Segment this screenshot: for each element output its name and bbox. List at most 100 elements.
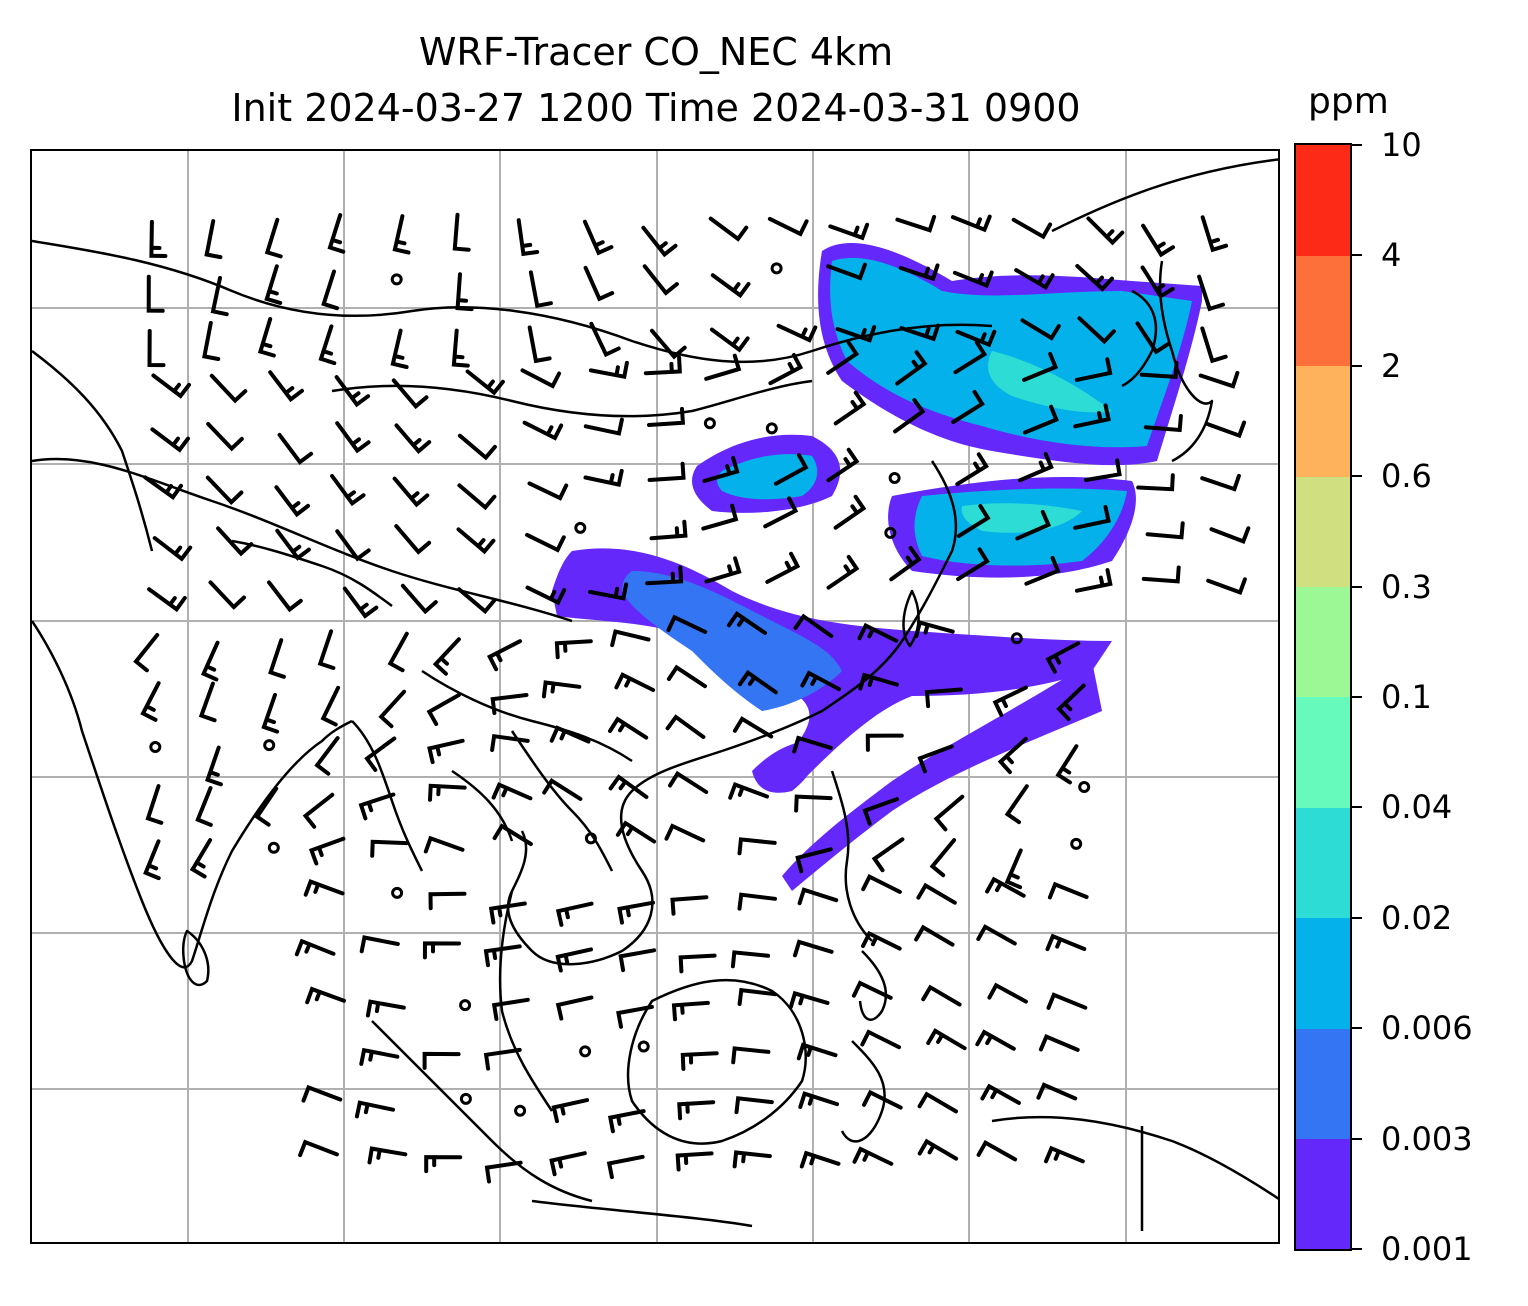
- wind-barb: [797, 887, 839, 906]
- calm-wind-markers: [149, 262, 1091, 1117]
- wind-barb: [857, 622, 899, 643]
- colorbar-tick-mark: [1352, 916, 1362, 919]
- wind-barb: [737, 837, 777, 856]
- wind-barb: [1004, 784, 1029, 825]
- colorbar-tick-label: 10: [1381, 126, 1422, 164]
- colorbar-tick-label: 0.006: [1381, 1009, 1473, 1048]
- wind-barb: [951, 390, 985, 424]
- wind-barb: [800, 670, 841, 692]
- wind-barb: [335, 529, 371, 562]
- wind-barb: [152, 536, 193, 562]
- wind-barb: [1022, 352, 1059, 382]
- wind-barb: [1014, 268, 1055, 291]
- wind-barb: [678, 953, 717, 974]
- wind-barb: [452, 212, 471, 252]
- wind-barb: [924, 687, 963, 709]
- calm-wind-marker: [1070, 837, 1083, 850]
- wind-barb: [1045, 933, 1087, 952]
- wind-barb: [583, 265, 615, 302]
- tracer-plume-streamer: [782, 661, 1102, 891]
- tracer-plume-central-core: [717, 454, 818, 500]
- wind-barb: [465, 369, 505, 396]
- wind-barb: [796, 1042, 838, 1061]
- wind-barb: [484, 1160, 523, 1184]
- wind-barb: [267, 580, 303, 613]
- wind-barb: [491, 782, 533, 801]
- wind-barb: [1206, 577, 1247, 595]
- wind-barb: [143, 839, 161, 881]
- calm-wind-marker: [584, 832, 597, 845]
- map-subtitle: Init 2024-03-27 1200 Time 2024-03-31 090…: [231, 86, 1081, 130]
- wind-barb: [133, 633, 160, 673]
- wind-barb: [895, 214, 937, 233]
- wind-barb: [216, 526, 254, 557]
- wind-barb: [308, 836, 346, 866]
- wind-barb: [826, 262, 867, 281]
- wind-barb: [1084, 458, 1122, 482]
- wind-barb: [1145, 521, 1185, 540]
- wind-barb: [833, 390, 867, 426]
- wind-barb: [1022, 404, 1059, 435]
- wind-barb: [424, 1155, 463, 1174]
- colorbar-segment: [1296, 807, 1350, 919]
- wind-barb: [387, 631, 409, 673]
- wind-barb: [1075, 264, 1114, 292]
- wind-barb: [737, 987, 777, 1006]
- wind-barb: [392, 214, 411, 255]
- wind-barb: [147, 587, 187, 613]
- wind-barb: [976, 1139, 1018, 1162]
- wind-barb: [1140, 265, 1175, 300]
- coastline-northeast-asia: [1051, 158, 1278, 233]
- wind-barb: [865, 733, 904, 752]
- wind-barb: [914, 620, 955, 639]
- colorbar-tick-label: 0.3: [1381, 567, 1432, 606]
- wind-barb: [457, 587, 497, 615]
- wind-barb: [1056, 683, 1086, 722]
- wind-barb: [670, 895, 709, 916]
- wind-barb: [457, 433, 497, 461]
- wind-barb: [952, 270, 994, 289]
- wind-barb: [583, 468, 624, 487]
- wind-barb: [992, 685, 1028, 717]
- wind-barb: [708, 216, 749, 242]
- wind-barb: [617, 900, 655, 925]
- wind-barb: [451, 328, 470, 368]
- wind-barb: [1036, 1082, 1078, 1101]
- calm-wind-marker: [514, 1104, 527, 1117]
- border-laos-vietnam: [510, 730, 614, 872]
- coastline-sumatra: [371, 1020, 593, 1203]
- coastline-taiwan: [902, 589, 920, 648]
- wind-barb: [704, 353, 742, 381]
- wind-barb: [520, 368, 562, 389]
- tracer-plume-northeast-high: [988, 351, 1112, 413]
- wind-barb: [145, 784, 164, 825]
- wind-barb: [483, 1047, 522, 1071]
- wind-barb: [321, 269, 339, 311]
- wind-barb: [149, 219, 168, 258]
- calm-wind-marker: [267, 841, 280, 854]
- co-tracer-plumes: [552, 242, 1202, 891]
- wind-barb: [737, 892, 777, 911]
- wind-barb: [320, 685, 341, 727]
- wind-barb: [206, 422, 244, 452]
- wind-barb: [490, 693, 529, 715]
- calm-wind-marker: [765, 422, 778, 435]
- wind-barb: [483, 944, 522, 968]
- wind-barb: [956, 547, 990, 582]
- calm-wind-marker: [391, 886, 404, 899]
- wind-barb: [607, 1109, 646, 1134]
- colorbar-tick-label: 0.04: [1381, 788, 1453, 827]
- wind-barb: [610, 629, 651, 648]
- wind-barb: [370, 839, 409, 858]
- wind-barb: [835, 325, 877, 343]
- tracer-plume-streamer-west: [752, 741, 817, 793]
- wind-barb: [490, 733, 530, 752]
- border-thailand-cambodia: [451, 769, 514, 842]
- wind-barb: [914, 924, 955, 947]
- colorbar-tick-mark: [1352, 696, 1362, 698]
- wind-barb: [391, 378, 429, 410]
- wind-barb: [582, 219, 614, 256]
- wind-barb: [301, 1084, 343, 1103]
- wind-barb: [1044, 1145, 1085, 1164]
- colorbar-segment: [1296, 1138, 1350, 1250]
